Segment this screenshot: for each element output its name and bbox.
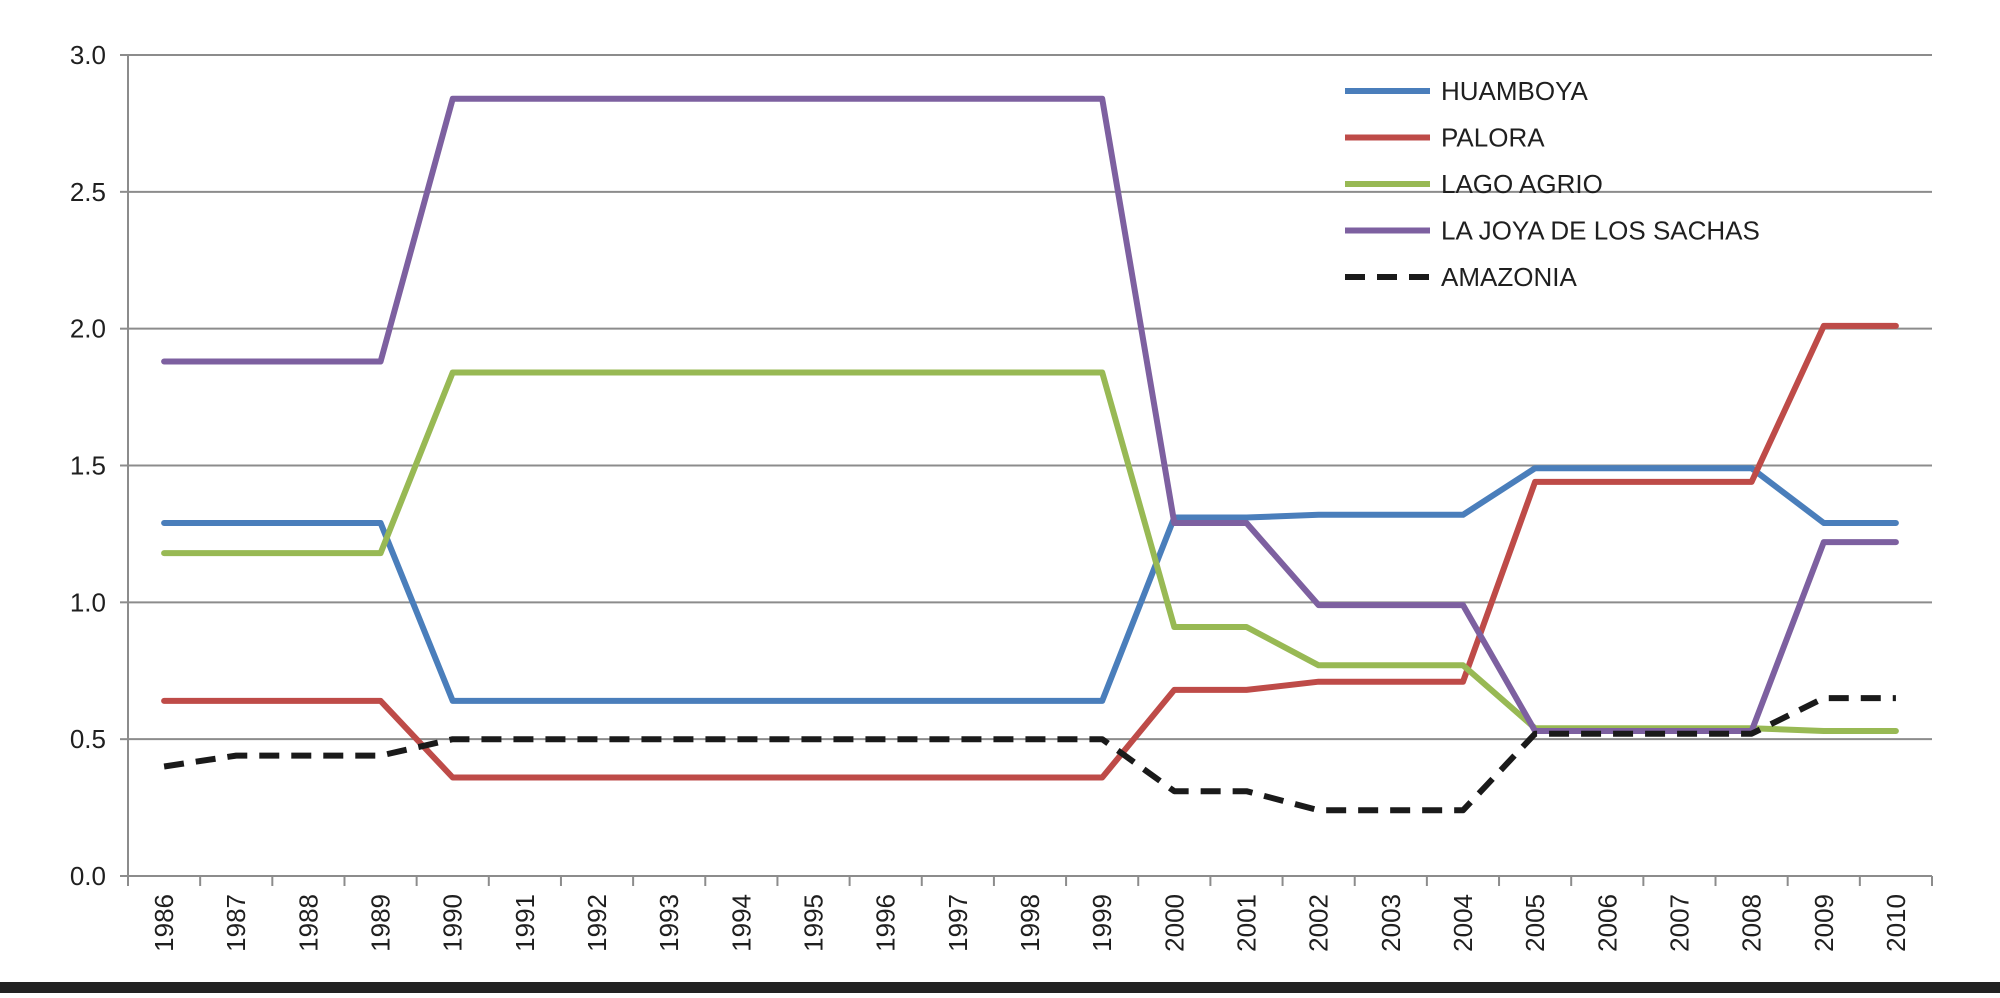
y-tick-label: 2.5 [70,177,106,207]
x-tick-label: 1992 [582,894,612,952]
x-tick-label: 1994 [726,894,756,952]
legend-label: LAGO AGRIO [1441,169,1603,199]
x-tick-label: 1989 [366,894,396,952]
legend-label: PALORA [1441,123,1545,153]
x-tick-label: 1995 [799,894,829,952]
x-tick-label: 1986 [149,894,179,952]
legend-label: LA JOYA DE LOS SACHAS [1441,216,1760,246]
y-tick-label: 2.0 [70,314,106,344]
x-tick-label: 2004 [1448,894,1478,952]
bottom-strip [0,982,2000,993]
series-line-la-joya-de-los-sachas [161,95,1899,734]
x-tick-label: 1997 [943,894,973,952]
y-tick-label: 1.5 [70,451,106,481]
series-line-amazonia [163,695,1896,814]
x-tick-label: 2005 [1520,894,1550,952]
x-tick-label: 2003 [1376,894,1406,952]
x-tick-label: 1991 [510,894,540,952]
series-line-huamboya [161,465,1899,704]
x-tick-label: 2006 [1592,894,1622,952]
legend: HUAMBOYA PALORA LAGO AGRIO LA JOYA DE LOS S… [1345,76,1760,292]
x-tick-label: 1993 [654,894,684,952]
x-tick-label: 2009 [1809,894,1839,952]
x-tick-label: 2008 [1737,894,1767,952]
series-line-lago-agrio [161,369,1899,734]
x-tick-label: 2010 [1881,894,1911,952]
y-tick-label: 0.5 [70,724,106,754]
x-tick-label: 1987 [221,894,251,952]
x-tick-label: 1990 [438,894,468,952]
x-tick-label: 1988 [293,894,323,952]
gridlines [128,54,1932,741]
x-tick-label: 1996 [871,894,901,952]
x-tick-label: 1998 [1015,894,1045,952]
axes: 0.0 0.5 1.0 1.5 2.0 2.5 3.0 1986 1987 1988 1989 199… [70,40,1933,952]
x-tick-label: 2001 [1231,894,1261,952]
x-tick-label: 1999 [1087,894,1117,952]
y-tick-label: 1.0 [70,587,106,617]
y-tick-label: 0.0 [70,861,106,891]
x-tick-label: 2007 [1664,894,1694,952]
legend-label: HUAMBOYA [1441,76,1589,106]
x-tick-label: 2000 [1159,894,1189,952]
x-tick-label: 2002 [1304,894,1334,952]
y-tick-label: 3.0 [70,40,106,70]
series-line-palora [161,322,1899,781]
legend-label: AMAZONIA [1441,262,1577,292]
series-lines [161,95,1899,814]
